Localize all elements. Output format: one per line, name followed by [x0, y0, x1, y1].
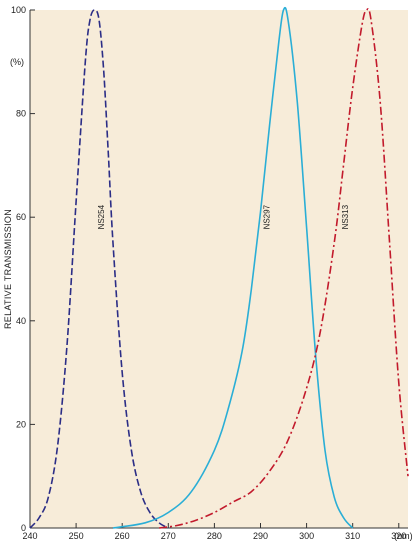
y-tick-label: 100 — [11, 5, 26, 15]
series-line-ns297 — [112, 6, 354, 529]
x-tick-label: 310 — [345, 531, 360, 541]
x-tick-label: 320 — [391, 531, 406, 541]
x-tick-label: 240 — [22, 531, 37, 541]
y-tick-label: 20 — [16, 419, 26, 429]
x-tick-label: 300 — [299, 531, 314, 541]
y-unit-label: (%) — [10, 57, 24, 67]
y-tick-label: 60 — [16, 212, 26, 222]
x-tick-label: 280 — [207, 531, 222, 541]
x-tick-label: 250 — [69, 531, 84, 541]
x-tick-label: 270 — [161, 531, 176, 541]
x-tick-label: 260 — [115, 531, 130, 541]
x-tick-label: 290 — [253, 531, 268, 541]
y-tick-label: 0 — [21, 523, 26, 533]
series-layer — [29, 6, 409, 529]
series-label-ns313: NS313 — [341, 204, 350, 229]
plot-background — [30, 10, 408, 528]
label-layer: NS254 NS297 NS313 — [97, 204, 350, 229]
y-tick-label: 80 — [16, 109, 26, 119]
y-axis-label: RELATIVE TRANSMISSION — [3, 209, 13, 329]
series-line-ns254 — [29, 9, 169, 529]
x-unit-label: (nm) — [394, 531, 413, 541]
series-label-ns254: NS254 — [97, 204, 106, 229]
series-label-ns297: NS297 — [263, 204, 272, 229]
y-tick-label: 40 — [16, 316, 26, 326]
series-line-ns313 — [158, 7, 409, 529]
